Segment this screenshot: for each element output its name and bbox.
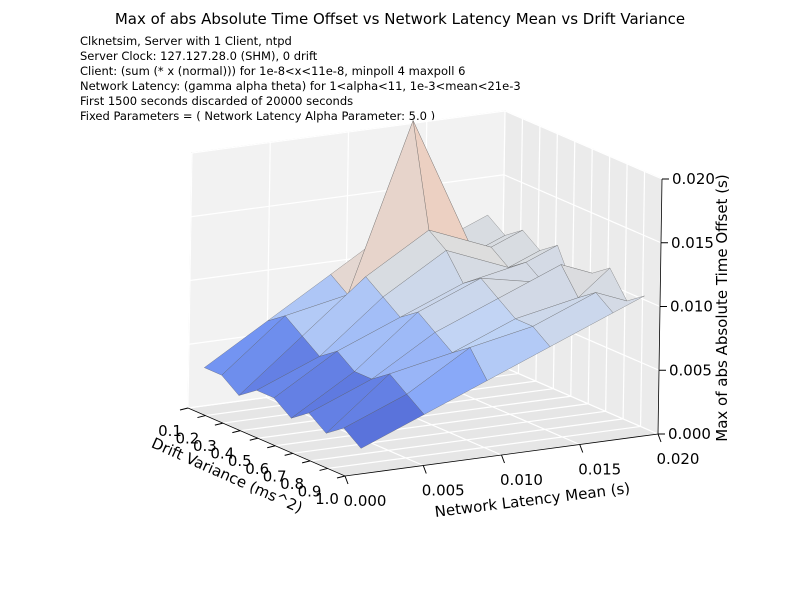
x-tick-label: 0.6 bbox=[245, 460, 269, 478]
x-tick-label: 0.2 bbox=[176, 430, 200, 448]
x-tick bbox=[179, 407, 189, 411]
y-tick bbox=[579, 444, 584, 453]
grid-line bbox=[191, 110, 506, 154]
z-tick-label: 0.010 bbox=[670, 298, 713, 316]
grid-line bbox=[500, 365, 659, 435]
subtitle-line: Fixed Parameters = ( Network Latency Alp… bbox=[80, 109, 435, 123]
x-tick-label: 0.8 bbox=[280, 475, 304, 493]
x-tick-label: 0.5 bbox=[228, 452, 252, 470]
x-tick bbox=[336, 475, 346, 479]
grid-line bbox=[190, 174, 505, 218]
y-tick-label: 0.000 bbox=[344, 492, 387, 510]
y-tick bbox=[657, 433, 662, 443]
z-tick-label: 0.005 bbox=[669, 361, 712, 379]
x-tick bbox=[301, 460, 311, 464]
z-tick-label: 0.000 bbox=[668, 425, 711, 443]
z-tick-label: 0.020 bbox=[672, 170, 715, 188]
y-tick bbox=[344, 475, 349, 485]
subtitle-line: First 1500 seconds discarded of 20000 se… bbox=[80, 94, 353, 108]
x-tick-label: 0.9 bbox=[298, 482, 322, 500]
z-axis-label: Max of abs Absolute Time Offset (s) bbox=[713, 174, 731, 441]
chart-title: Max of abs Absolute Time Offset vs Netwo… bbox=[115, 10, 685, 28]
y-tick-label: 0.010 bbox=[500, 471, 543, 489]
x-tick-label: 0.4 bbox=[210, 445, 234, 463]
y-tick bbox=[422, 465, 427, 474]
grid-line bbox=[503, 174, 662, 244]
x-tick-label: 0.7 bbox=[263, 467, 287, 485]
y-tick-label: 0.005 bbox=[422, 482, 465, 500]
subtitle-line: Client: (sum (* x (normal))) for 1e-8<x<… bbox=[80, 64, 465, 78]
surface-cell bbox=[343, 394, 425, 449]
y-tick bbox=[501, 454, 505, 464]
x-tick bbox=[267, 445, 276, 449]
x-tick bbox=[197, 415, 206, 419]
grid-line bbox=[504, 110, 663, 180]
x-tick bbox=[232, 430, 241, 434]
x-tick-label: 0.1 bbox=[158, 422, 182, 440]
axis-line bbox=[187, 178, 663, 477]
x-tick bbox=[249, 437, 258, 441]
y-tick-label: 0.020 bbox=[657, 450, 700, 468]
x-tick bbox=[319, 467, 328, 471]
x-tick bbox=[284, 452, 293, 456]
subtitle-line: Clknetsim, Server with 1 Client, ntpd bbox=[80, 34, 292, 48]
axes: 0.10.20.30.40.50.60.70.80.91.0 0.000 0.005… bbox=[158, 170, 715, 510]
x-tick-label: 1.0 bbox=[315, 490, 339, 508]
x-tick bbox=[214, 422, 224, 426]
x-tick-label: 0.3 bbox=[193, 437, 217, 455]
subtitle: Clknetsim, Server with 1 Client, ntpdSer… bbox=[80, 34, 521, 123]
subtitle-line: Server Clock: 127.127.28.0 (SHM), 0 drif… bbox=[80, 49, 318, 63]
surface bbox=[204, 120, 645, 449]
subtitle-line: Network Latency: (gamma alpha theta) for… bbox=[80, 79, 521, 93]
y-tick-label: 0.015 bbox=[578, 461, 621, 479]
z-tick-label: 0.015 bbox=[671, 234, 714, 252]
